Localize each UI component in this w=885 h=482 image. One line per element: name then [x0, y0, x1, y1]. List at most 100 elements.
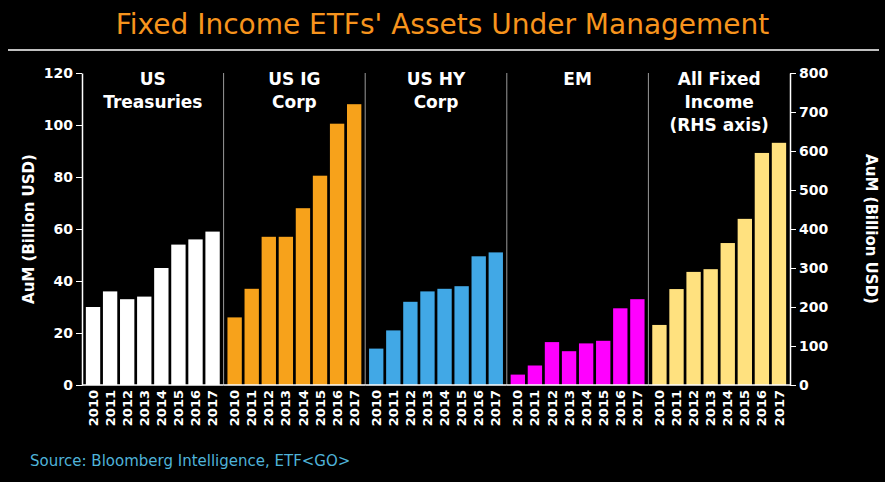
tick-label: 20 [54, 325, 74, 341]
tick: 2012 [403, 390, 418, 426]
tick: 2011 [386, 390, 401, 426]
bar [205, 232, 219, 385]
tick: 2016 [330, 390, 345, 426]
panel-divider [648, 73, 649, 385]
tick: 0 [63, 377, 82, 393]
axis-line [365, 384, 507, 386]
bar [562, 351, 576, 385]
tick-label: 2017 [630, 390, 645, 426]
x-axis: 20102011201220132014201520162017 [224, 385, 366, 426]
tick-label: 2011 [669, 390, 684, 426]
tick-label: 2017 [488, 390, 503, 426]
tick-label: 2011 [527, 390, 542, 426]
tick-label: 2016 [330, 390, 345, 426]
tick: 2010 [510, 390, 525, 426]
tick: 2012 [686, 390, 701, 426]
bar [330, 124, 344, 385]
tick-label: 2014 [295, 390, 310, 426]
tick-label: 2014 [154, 390, 169, 426]
bar [420, 291, 434, 385]
panel-divider [223, 73, 224, 385]
tick: 2016 [471, 390, 486, 426]
bar [738, 219, 752, 385]
tick: 40 [54, 273, 82, 289]
tick: 2011 [669, 390, 684, 426]
bar [669, 289, 683, 385]
tick-label: 0 [799, 377, 809, 393]
tick-mark [790, 307, 796, 308]
tick: 800 [790, 65, 828, 81]
panel-label: USTreasuries [103, 69, 202, 112]
bar [188, 239, 202, 385]
axis-line [648, 384, 790, 386]
tick-label: 2011 [386, 390, 401, 426]
y-axis: 020406080100120 [44, 65, 83, 393]
tick-label: 2014 [437, 390, 452, 426]
bar [596, 341, 610, 385]
axis-line [224, 384, 366, 386]
tick-mark [76, 125, 82, 126]
tick-label: 2017 [347, 390, 362, 426]
tick: 600 [790, 143, 828, 159]
bar [120, 299, 134, 385]
tick-label: 2013 [137, 390, 152, 426]
tick-mark [790, 190, 796, 191]
tick-label: 2013 [562, 390, 577, 426]
tick: 2013 [703, 390, 718, 426]
bar [171, 245, 185, 385]
tick: 2015 [454, 390, 469, 426]
bar [347, 104, 361, 385]
bar [511, 375, 525, 385]
x-axis: 20102011201220132014201520162017 [365, 385, 507, 426]
tick: 2011 [527, 390, 542, 426]
title: Fixed Income ETFs' Assets Under Manageme… [116, 8, 770, 41]
bar [772, 143, 786, 385]
tick-label: 2012 [686, 390, 701, 426]
tick-label: 100 [799, 338, 828, 354]
tick-label: 120 [44, 65, 73, 81]
background [0, 0, 885, 482]
tick-label: 60 [54, 221, 74, 237]
tick-mark [790, 385, 796, 386]
panel-divider [365, 73, 366, 385]
tick: 2014 [579, 390, 594, 426]
tick-label: 300 [799, 260, 828, 276]
tick: 2014 [720, 390, 735, 426]
bar [579, 343, 593, 385]
tick: 120 [44, 65, 82, 81]
tick-label: 800 [799, 65, 828, 81]
tick-label: 200 [799, 299, 828, 315]
tick: 2010 [369, 390, 384, 426]
bar [545, 342, 559, 385]
tick: 400 [790, 221, 828, 237]
bar [154, 268, 168, 385]
tick: 20 [54, 325, 82, 341]
bar [245, 289, 259, 385]
bar [103, 291, 117, 385]
tick-label: 2014 [720, 390, 735, 426]
bar [369, 349, 383, 385]
tick-mark [790, 268, 796, 269]
tick: 2014 [437, 390, 452, 426]
tick-label: 2010 [86, 390, 101, 426]
tick-label: 80 [54, 169, 74, 185]
tick: 2010 [86, 390, 101, 426]
bar [472, 256, 486, 385]
tick-label: 2017 [772, 390, 787, 426]
bar [313, 176, 327, 385]
tick: 2012 [261, 390, 276, 426]
tick: 2015 [171, 390, 186, 426]
tick-mark [790, 229, 796, 230]
bar [613, 308, 627, 385]
tick-label: 500 [799, 182, 828, 198]
tick-label: 2010 [369, 390, 384, 426]
tick-mark [790, 112, 796, 113]
tick: 200 [790, 299, 828, 315]
bar [630, 299, 644, 385]
tick: 0 [790, 377, 809, 393]
tick: 2017 [772, 390, 787, 426]
source: Source: Bloomberg Intelligence, ETF<GO> [30, 452, 350, 470]
tick-label: 2013 [420, 390, 435, 426]
tick: 2013 [278, 390, 293, 426]
tick-mark [76, 73, 82, 74]
